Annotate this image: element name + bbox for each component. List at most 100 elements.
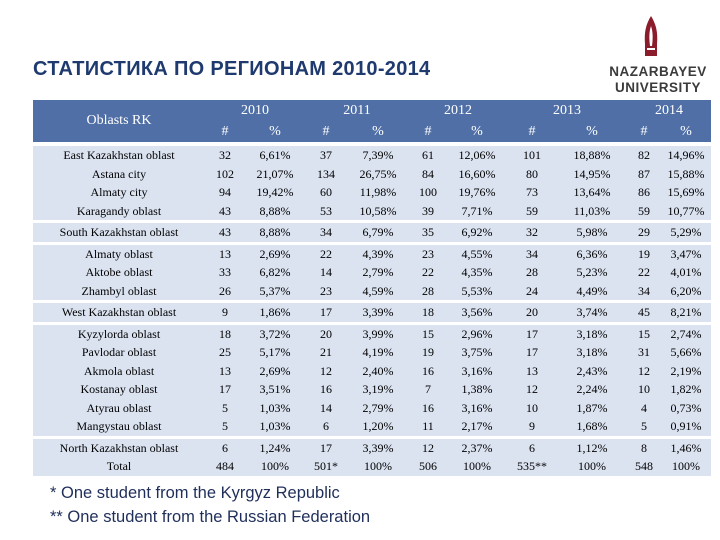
count-cell: 22: [409, 263, 448, 282]
count-cell: 6: [507, 435, 558, 457]
count-cell: 100: [409, 183, 448, 202]
count-cell: 5: [205, 398, 245, 417]
count-cell: 535**: [507, 457, 558, 476]
count-cell: 61: [409, 142, 448, 165]
count-cell: 23: [409, 241, 448, 263]
percent-cell: 1,86%: [245, 300, 305, 323]
table-row: Kostanay oblast 17 3,51% 16 3,19% 7 1,38% 12 2,2…: [33, 380, 712, 399]
count-cell: 26: [205, 281, 245, 302]
oblast-name-cell: South Kazakhstan oblast: [33, 220, 205, 243]
percent-header: %: [447, 121, 508, 144]
percent-cell: 8,21%: [661, 300, 712, 323]
count-cell: 15: [627, 321, 662, 343]
count-cell: 32: [507, 220, 558, 243]
logo-line-1: NAZARBAYEV: [609, 64, 707, 79]
footnote-kyrgyz: * One student from the Kyrgyz Republic: [50, 484, 340, 502]
count-cell: 24: [507, 281, 558, 302]
count-cell: 87: [627, 164, 662, 183]
percent-cell: 3,75%: [447, 343, 508, 362]
count-cell: 16: [305, 380, 347, 399]
table-row: East Kazakhstan oblast 32 6,61% 37 7,39% 61 12…: [33, 142, 712, 165]
count-cell: 13: [507, 361, 558, 380]
percent-cell: 14,95%: [557, 164, 628, 183]
count-cell: 39: [409, 201, 448, 222]
table-row: West Kazakhstan oblast 9 1,86% 17 3,39% 18 3,5…: [33, 300, 712, 323]
table-row: Atyrau oblast 5 1,03% 14 2,79% 16 3,16% 10 1,87%…: [33, 398, 712, 417]
percent-cell: 19,76%: [447, 183, 508, 202]
percent-header: %: [557, 121, 628, 144]
percent-cell: 3,56%: [447, 300, 508, 323]
percent-cell: 3,19%: [347, 380, 410, 399]
oblast-name-cell: Almaty oblast: [33, 241, 205, 263]
university-logo: NAZARBAYEV UNIVERSITY: [602, 14, 714, 98]
count-cell: 6: [305, 417, 347, 437]
percent-cell: 6,92%: [447, 220, 508, 243]
percent-cell: 1,24%: [245, 435, 305, 457]
percent-cell: 13,64%: [557, 183, 628, 202]
percent-cell: 12,06%: [447, 142, 508, 165]
oblast-name-cell: Kostanay oblast: [33, 380, 205, 399]
count-cell: 17: [205, 380, 245, 399]
count-cell: 22: [305, 241, 347, 263]
percent-cell: 2,69%: [245, 361, 305, 380]
percent-header: %: [245, 121, 305, 144]
percent-cell: 3,99%: [347, 321, 410, 343]
percent-cell: 4,49%: [557, 281, 628, 302]
count-cell: 9: [507, 417, 558, 437]
percent-cell: 26,75%: [347, 164, 410, 183]
percent-cell: 1,03%: [245, 417, 305, 437]
oblast-name-cell: Akmola oblast: [33, 361, 205, 380]
count-cell: 21: [305, 343, 347, 362]
count-cell: 53: [305, 201, 347, 222]
count-cell: 43: [205, 220, 245, 243]
percent-cell: 14,96%: [661, 142, 712, 165]
percent-cell: 6,20%: [661, 281, 712, 302]
percent-header: %: [661, 121, 712, 144]
count-cell: 7: [409, 380, 448, 399]
table-row: Aktobe oblast 33 6,82% 14 2,79% 22 4,35% 28 5,23…: [33, 263, 712, 282]
percent-cell: 2,79%: [347, 398, 410, 417]
percent-cell: 4,19%: [347, 343, 410, 362]
count-header: #: [205, 121, 245, 144]
percent-cell: 6,82%: [245, 263, 305, 282]
percent-cell: 18,88%: [557, 142, 628, 165]
percent-cell: 3,16%: [447, 398, 508, 417]
count-cell: 59: [627, 201, 662, 222]
percent-cell: 3,72%: [245, 321, 305, 343]
percent-cell: 3,51%: [245, 380, 305, 399]
count-cell: 6: [205, 435, 245, 457]
oblast-name-cell: Pavlodar oblast: [33, 343, 205, 362]
count-cell: 25: [205, 343, 245, 362]
table-row: Almaty oblast 13 2,69% 22 4,39% 23 4,55% 34 6,36…: [33, 241, 712, 263]
oblast-name-cell: Zhambyl oblast: [33, 281, 205, 302]
percent-cell: 0,91%: [661, 417, 712, 437]
percent-cell: 100%: [245, 457, 305, 476]
oblast-name-cell: East Kazakhstan oblast: [33, 142, 205, 165]
count-cell: 12: [305, 361, 347, 380]
count-cell: 34: [305, 220, 347, 243]
count-cell: 86: [627, 183, 662, 202]
count-cell: 29: [627, 220, 662, 243]
percent-cell: 19,42%: [245, 183, 305, 202]
table-row: Kyzylorda oblast 18 3,72% 20 3,99% 15 2,96% 17 3…: [33, 321, 712, 343]
percent-cell: 3,18%: [557, 343, 628, 362]
percent-cell: 8,88%: [245, 201, 305, 222]
count-cell: 4: [627, 398, 662, 417]
percent-cell: 1,87%: [557, 398, 628, 417]
oblast-name-cell: Mangystau oblast: [33, 417, 205, 437]
count-cell: 37: [305, 142, 347, 165]
count-cell: 20: [305, 321, 347, 343]
percent-cell: 5,29%: [661, 220, 712, 243]
oblast-name-cell: Almaty city: [33, 183, 205, 202]
percent-cell: 4,35%: [447, 263, 508, 282]
oblast-name-cell: Karagandy oblast: [33, 201, 205, 222]
percent-cell: 0,73%: [661, 398, 712, 417]
oblast-name-cell: Astana city: [33, 164, 205, 183]
footnote-russia: ** One student from the Russian Federati…: [50, 508, 371, 526]
percent-cell: 4,01%: [661, 263, 712, 282]
count-cell: 548: [627, 457, 662, 476]
count-cell: 9: [205, 300, 245, 323]
percent-cell: 10,58%: [347, 201, 410, 222]
count-cell: 17: [305, 435, 347, 457]
count-cell: 14: [305, 398, 347, 417]
